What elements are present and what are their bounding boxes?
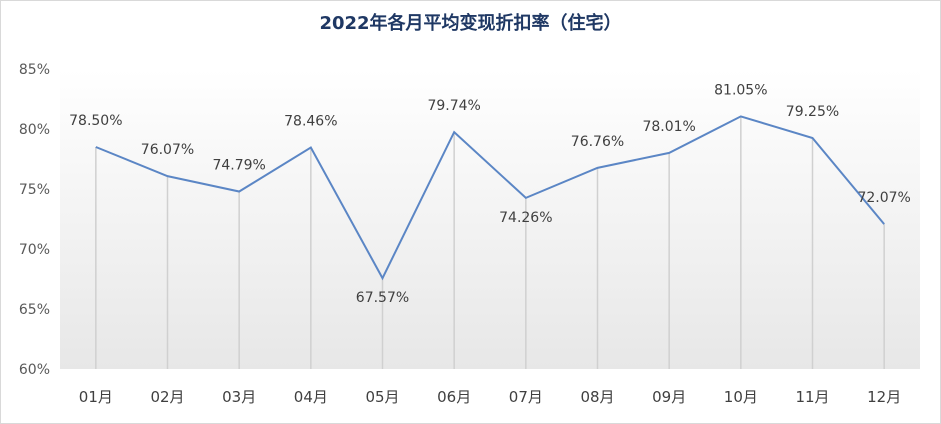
data-label: 81.05% (714, 82, 767, 98)
y-tick-label: 85% (19, 62, 50, 78)
x-tick-label: 07月 (509, 388, 543, 406)
data-label: 72.07% (857, 190, 910, 206)
x-tick-label: 11月 (795, 388, 829, 406)
x-tick-label: 05月 (365, 388, 399, 406)
series-line (95, 115, 885, 281)
data-label: 67.57% (356, 290, 409, 306)
x-tick-label: 10月 (724, 388, 758, 406)
data-label: 76.76% (571, 134, 624, 150)
x-tick-label: 06月 (437, 388, 471, 406)
y-tick-label: 75% (19, 182, 50, 198)
data-label: 79.25% (786, 104, 839, 120)
data-label: 79.74% (427, 98, 480, 114)
plot-area (60, 69, 920, 369)
data-label: 78.46% (284, 113, 337, 129)
data-label: 78.01% (642, 119, 695, 135)
chart-title: 2022年各月平均变现折扣率（住宅） (319, 13, 622, 34)
y-tick-label: 60% (19, 362, 50, 378)
x-tick-label: 12月 (867, 388, 901, 406)
y-tick-label: 65% (19, 302, 50, 318)
y-tick-label: 80% (19, 122, 50, 138)
x-tick-label: 09月 (652, 388, 686, 406)
x-tick-label: 03月 (222, 388, 256, 406)
x-tick-label: 02月 (150, 388, 184, 406)
x-tick-label: 04月 (294, 388, 328, 406)
data-label: 74.26% (499, 210, 552, 226)
data-label: 76.07% (141, 142, 194, 158)
data-label: 74.79% (212, 158, 265, 174)
data-label: 78.50% (69, 113, 122, 129)
x-tick-label: 01月 (79, 388, 113, 406)
x-tick-label: 08月 (580, 388, 614, 406)
y-tick-label: 70% (19, 242, 50, 258)
